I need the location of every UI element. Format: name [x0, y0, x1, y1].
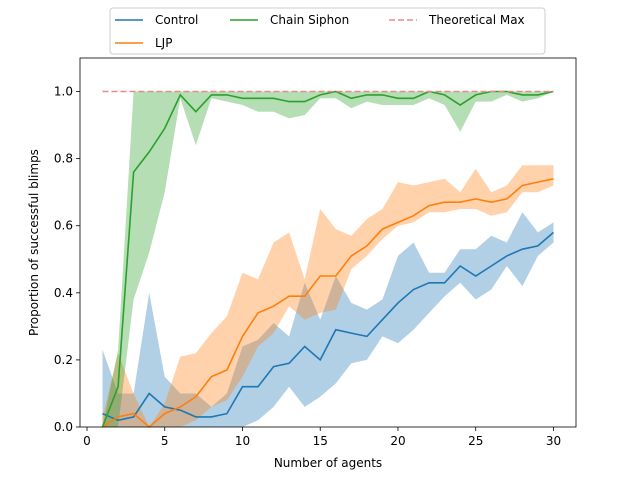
x-tick-label: 0 — [83, 434, 91, 448]
y-tick-label: 0.6 — [54, 219, 73, 233]
ljp-line — [102, 178, 554, 429]
y-tick-label: 1.0 — [54, 85, 73, 99]
series-lines — [101, 90, 555, 429]
chain-siphon-band — [102, 91, 554, 427]
control-line — [102, 231, 555, 422]
chain-siphon-line — [101, 90, 554, 428]
x-axis-ticks: 0 5 10 15 20 25 30 — [83, 427, 561, 448]
legend-label-theoretical-max: Theoretical Max — [428, 13, 525, 27]
y-tick-label: 0.8 — [54, 152, 73, 166]
y-axis-ticks: 0.0 0.2 0.4 0.6 0.8 1.0 — [54, 85, 80, 434]
legend-label-chain-siphon: Chain Siphon — [270, 13, 349, 27]
legend: Control LJP Chain Siphon Theoretical Max — [109, 7, 546, 55]
y-axis-label: Proportion of successful blimps — [27, 149, 41, 336]
legend-box — [109, 7, 546, 55]
x-axis-label: Number of agents — [274, 456, 382, 470]
plot-frame — [79, 57, 577, 428]
y-tick-label: 0.0 — [54, 420, 73, 434]
x-tick-label: 25 — [468, 434, 483, 448]
y-tick-label: 0.2 — [54, 353, 73, 367]
legend-label-ljp: LJP — [155, 36, 172, 50]
legend-label-control: Control — [155, 13, 198, 27]
x-tick-label: 30 — [546, 434, 561, 448]
ljp-band — [102, 165, 554, 428]
x-tick-label: 20 — [390, 434, 405, 448]
y-tick-label: 0.4 — [54, 286, 73, 300]
x-tick-label: 10 — [235, 434, 250, 448]
confidence-bands — [102, 91, 554, 428]
x-tick-label: 5 — [161, 434, 169, 448]
x-tick-label: 15 — [313, 434, 328, 448]
control-band — [102, 212, 554, 427]
